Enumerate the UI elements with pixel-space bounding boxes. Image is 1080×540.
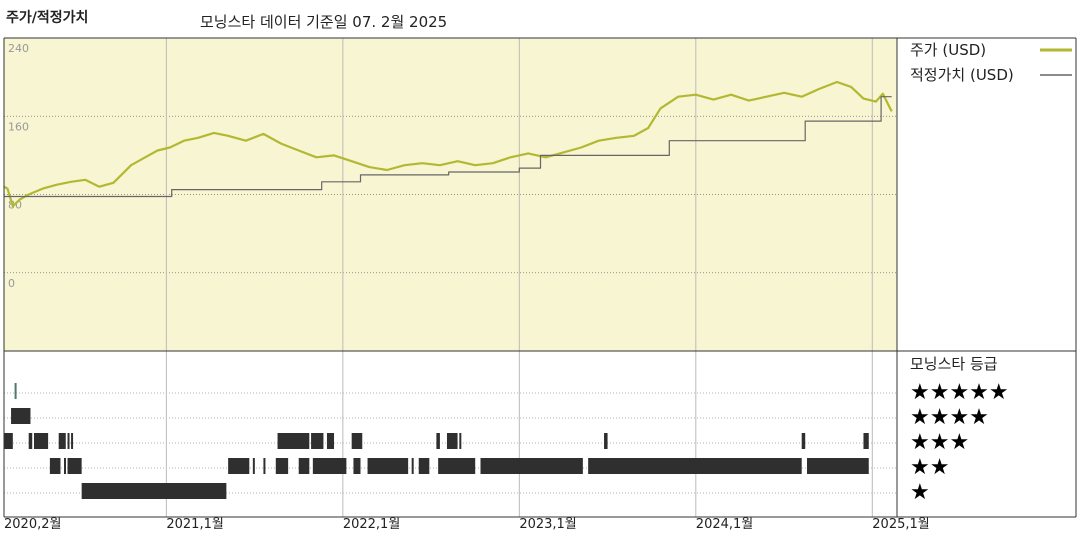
legend-price-label: 주가 (USD) bbox=[910, 41, 986, 59]
rating-bar-2-star bbox=[411, 458, 414, 474]
rating-bar-2-star bbox=[480, 458, 583, 474]
rating-bar-3-star bbox=[604, 433, 608, 449]
rating-bar-2-star bbox=[64, 458, 67, 474]
rating-bar-4-star bbox=[11, 408, 31, 424]
rating-bar-2-star bbox=[588, 458, 802, 474]
rating-bar-2-star bbox=[367, 458, 409, 474]
rating-bar-2-star bbox=[438, 458, 476, 474]
rating-history bbox=[4, 383, 869, 499]
chart-subtitle: 모닝스타 데이터 기준일 07. 2월 2025 bbox=[200, 13, 448, 31]
rating-bar-3-star bbox=[34, 433, 49, 449]
rating-bar-3-star bbox=[58, 433, 66, 449]
y-tick-label: 240 bbox=[8, 42, 29, 55]
fair-value-line bbox=[4, 96, 892, 198]
rating-bar-5-star bbox=[14, 383, 17, 399]
x-tick-label: 2024,1월 bbox=[696, 517, 753, 532]
x-tick-label: 2023,1월 bbox=[519, 517, 576, 532]
rating-bar-3-star bbox=[446, 433, 458, 449]
x-tick-label: 2020,2월 bbox=[4, 517, 61, 532]
chart-title: 주가/적정가치 bbox=[6, 10, 89, 26]
rating-bar-2-star bbox=[275, 458, 289, 474]
rating-bar-3-star bbox=[277, 433, 310, 449]
rating-bar-3-star bbox=[801, 433, 806, 449]
rating-bar-2-star bbox=[49, 458, 61, 474]
rating-bar-3-star bbox=[4, 433, 13, 449]
rating-bar-2-star bbox=[228, 458, 250, 474]
y-tick-label: 0 bbox=[8, 277, 15, 290]
price-line bbox=[3, 80, 893, 208]
rating-title: 모닝스타 등급 bbox=[910, 355, 998, 373]
rating-bar-3-star bbox=[71, 433, 74, 449]
rating-star-label: ★★★ bbox=[910, 430, 969, 455]
rating-star-label: ★ bbox=[910, 480, 930, 505]
rating-bar-2-star bbox=[312, 458, 347, 474]
rating-bar-3-star bbox=[436, 433, 440, 449]
rating-bar-2-star bbox=[806, 458, 869, 474]
rating-bar-3-star bbox=[28, 433, 33, 449]
rating-bar-2-star bbox=[263, 458, 266, 474]
rating-bar-2-star bbox=[418, 458, 430, 474]
rating-bar-3-star bbox=[459, 433, 462, 449]
rating-bar-3-star bbox=[863, 433, 869, 449]
y-tick-label: 160 bbox=[8, 120, 29, 133]
x-tick-label: 2021,1월 bbox=[166, 517, 223, 532]
rating-bar-3-star bbox=[326, 433, 335, 449]
x-tick-label: 2025,1월 bbox=[872, 517, 929, 532]
rating-bar-1-star bbox=[81, 483, 227, 499]
rating-star-labels: ★★★★★★★★★★★★★★★ bbox=[910, 380, 1009, 505]
rating-bar-3-star bbox=[311, 433, 324, 449]
rating-bar-2-star bbox=[298, 458, 310, 474]
rating-bar-3-star bbox=[351, 433, 363, 449]
rating-bar-2-star bbox=[353, 458, 361, 474]
rating-star-label: ★★★★ bbox=[910, 405, 989, 430]
rating-bar-2-star bbox=[252, 458, 255, 474]
rating-star-label: ★★★★★ bbox=[910, 380, 1009, 405]
legend-fair-value-label: 적정가치 (USD) bbox=[910, 66, 1014, 84]
rating-bar-3-star bbox=[67, 433, 70, 449]
series-lines bbox=[3, 80, 893, 208]
rating-bar-2-star bbox=[67, 458, 82, 474]
rating-star-label: ★★ bbox=[910, 455, 949, 480]
grid bbox=[4, 38, 897, 517]
x-axis-labels: 2020,2월 2021,1월 2022,1월 2023,1월 2024,1월 2025,… bbox=[4, 517, 930, 532]
x-tick-label: 2022,1월 bbox=[343, 517, 400, 532]
